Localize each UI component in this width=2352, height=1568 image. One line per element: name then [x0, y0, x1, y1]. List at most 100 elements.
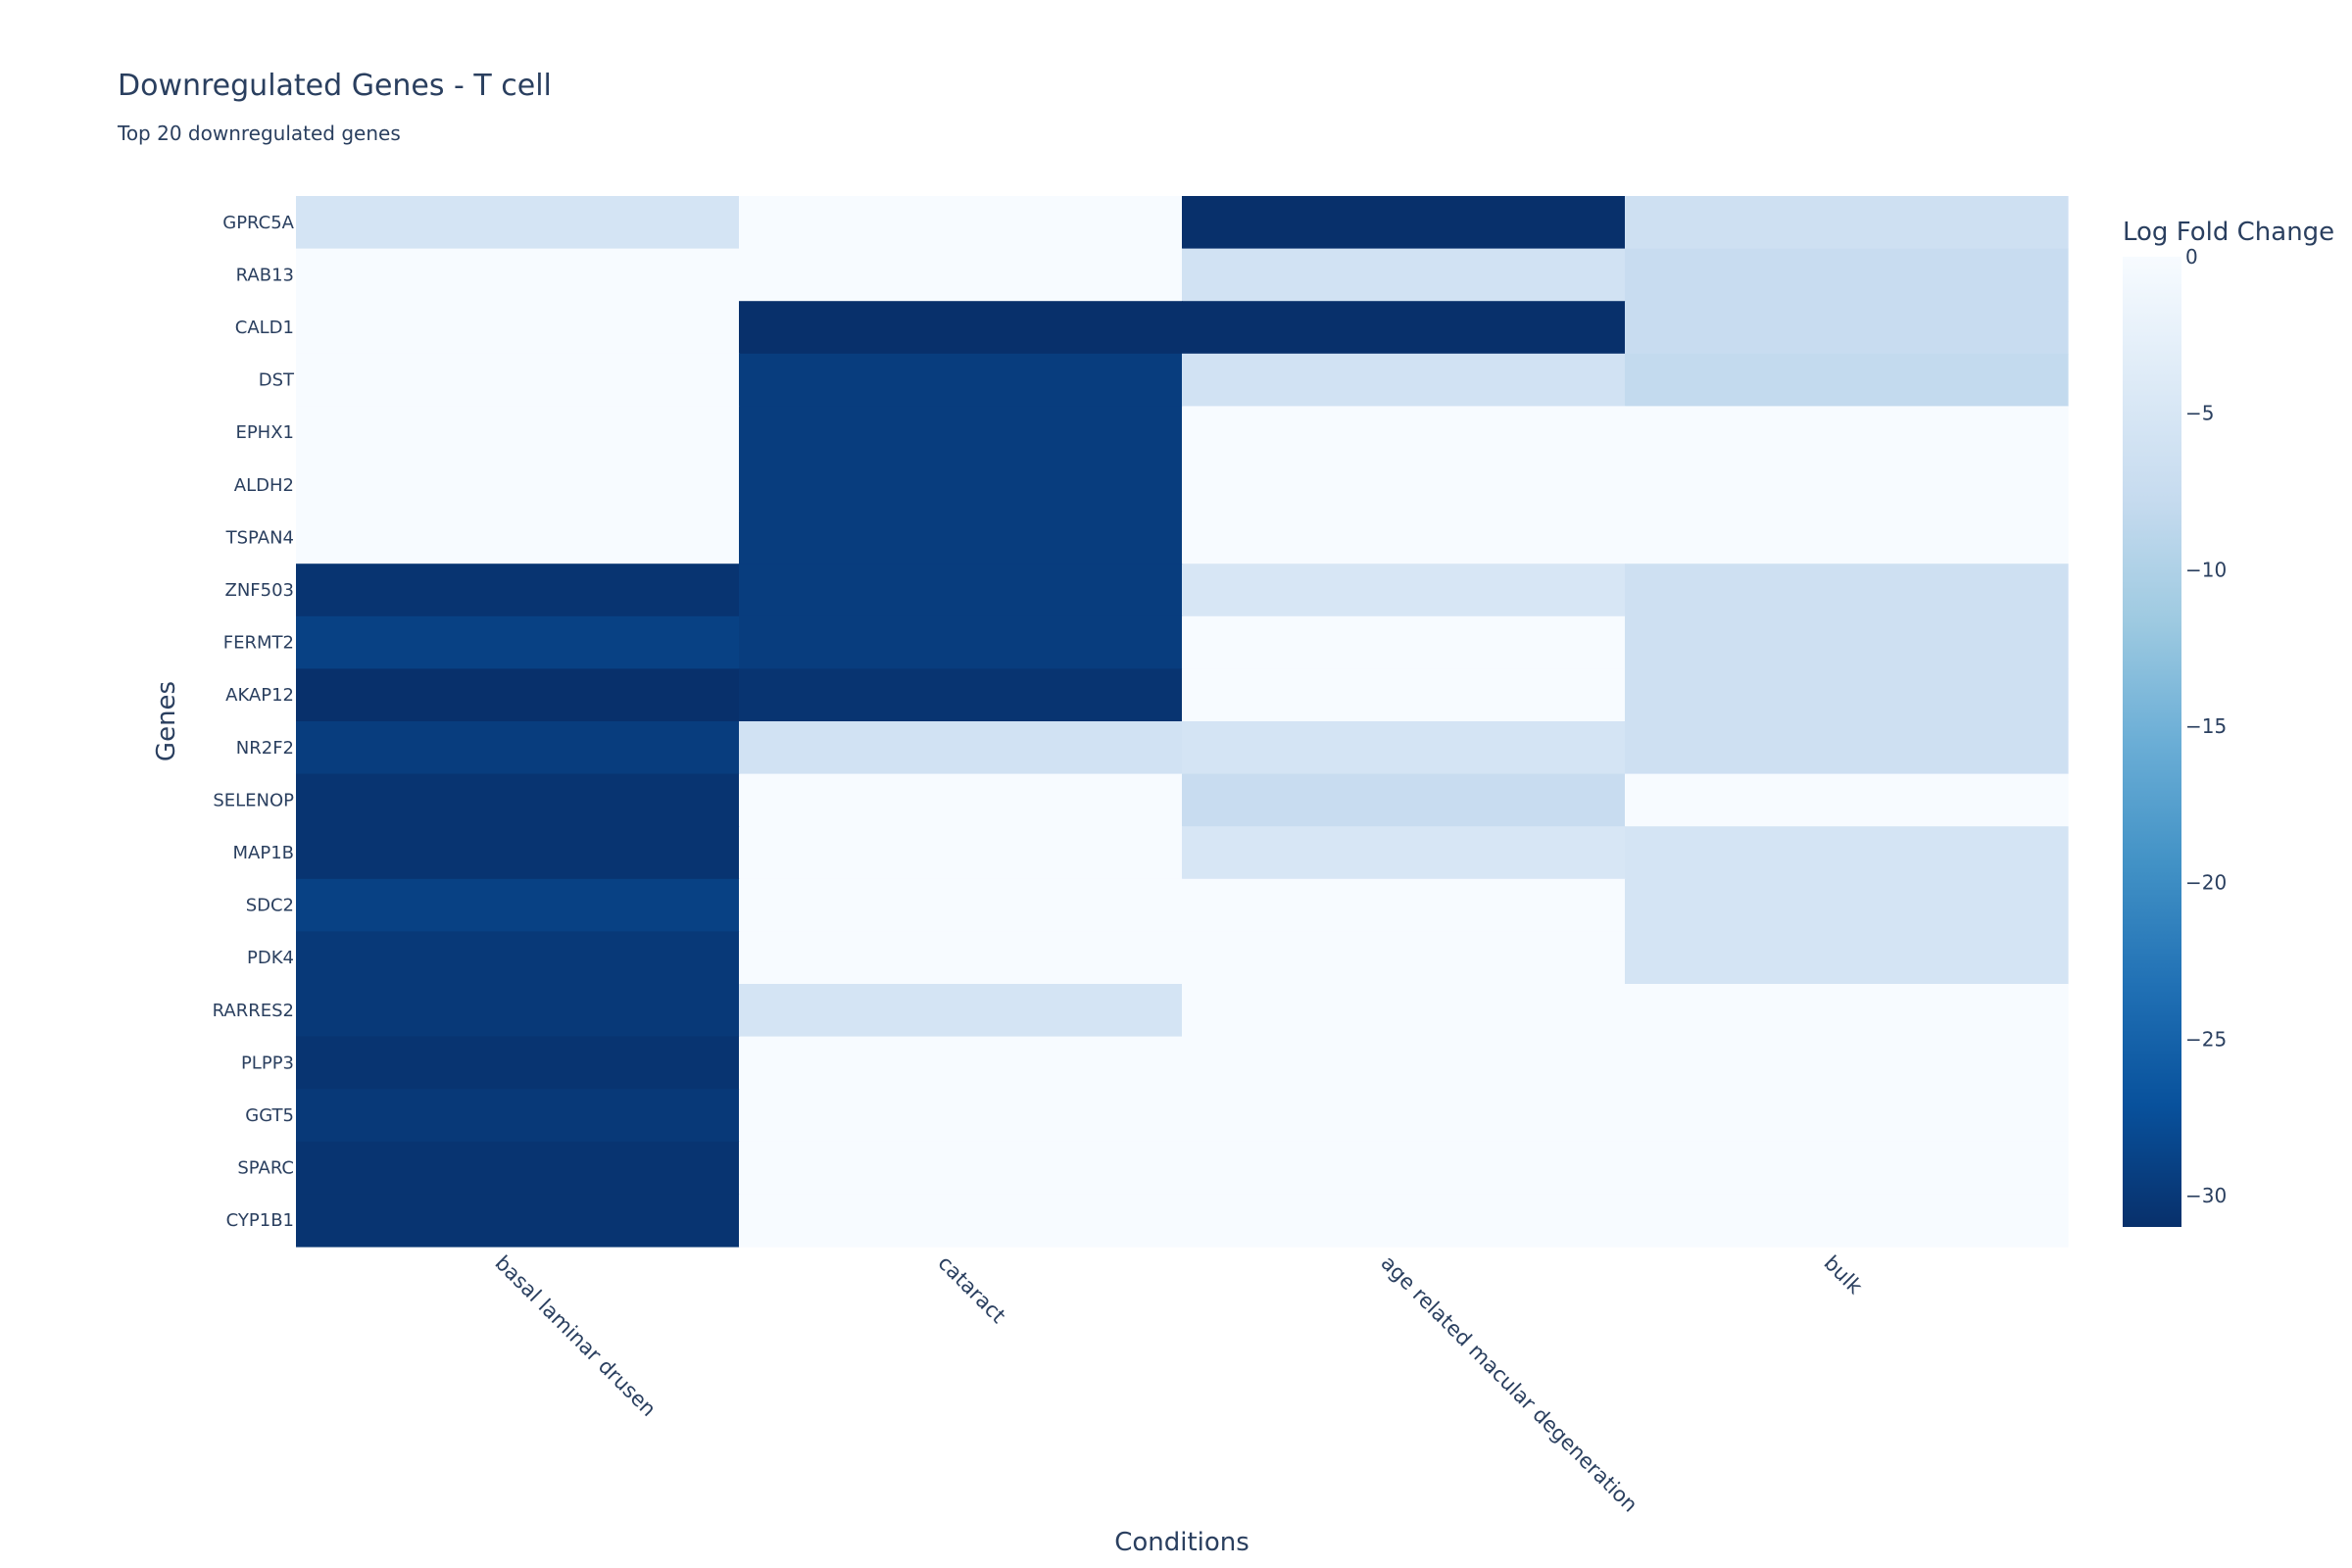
heatmap-cell [1182, 196, 1626, 250]
colorbar-tick-label: −25 [2185, 1027, 2227, 1051]
heatmap-cell [1182, 1141, 1626, 1195]
heatmap-cell [1182, 459, 1626, 513]
heatmap-cell [296, 878, 740, 932]
x-tick-label: bulk [1819, 1251, 1867, 1299]
heatmap-cell [296, 773, 740, 827]
y-tick-label: PDK4 [247, 948, 294, 968]
heatmap-cell [1182, 615, 1626, 669]
heatmap-cell [1182, 564, 1626, 617]
chart-title: Downregulated Genes - T cell [118, 69, 552, 103]
heatmap-cell [1182, 984, 1626, 1038]
heatmap-cell [1182, 1036, 1626, 1090]
heatmap-cell [1625, 301, 2069, 355]
x-tick-label: age related macular degeneration [1376, 1251, 1642, 1517]
heatmap-cell [1182, 1194, 1626, 1248]
heatmap-cell [1625, 668, 2069, 722]
heatmap-cell [739, 826, 1183, 880]
heatmap-cell [296, 668, 740, 722]
heatmap-cell [739, 248, 1183, 302]
heatmap-cell [296, 564, 740, 617]
heatmap-cell [1625, 878, 2069, 932]
y-tick-label: GPRC5A [222, 213, 294, 233]
colorbar-tick-label: −15 [2185, 714, 2227, 738]
x-tick-label: cataract [933, 1251, 1009, 1328]
heatmap-cell [739, 773, 1183, 827]
heatmap-cell [1625, 773, 2069, 827]
colorbar-tick-label: −10 [2185, 558, 2227, 581]
heatmap-cell [739, 1194, 1183, 1248]
y-tick-label: SDC2 [246, 896, 294, 916]
y-tick-label: RAB13 [236, 265, 294, 285]
heatmap-cell [1625, 196, 2069, 250]
heatmap-cell [739, 615, 1183, 669]
heatmap-cell [1182, 406, 1626, 460]
heatmap-cell [1625, 615, 2069, 669]
x-axis-ticks: basal laminar drusen cataract age related … [490, 1251, 1867, 1517]
heatmap-cell [1182, 878, 1626, 932]
heatmap-cell [1182, 248, 1626, 302]
heatmap-cell [739, 668, 1183, 722]
colorbar-gradient [2123, 257, 2181, 1227]
heatmap-cell [1625, 826, 2069, 880]
heatmap-cell [1625, 248, 2069, 302]
y-axis-ticks: GPRC5A RAB13 CALD1 DST EPHX1 ALDH2 TSPAN4 ZNF50… [213, 213, 295, 1231]
heatmap-cell [296, 459, 740, 513]
y-tick-label: ZNF503 [224, 580, 294, 601]
chart-subtitle: Top 20 downregulated genes [118, 122, 401, 145]
colorbar-ticks: 0 −5 −10 −15 −20 −25 −30 [2185, 245, 2227, 1207]
heatmap-cell [1625, 1141, 2069, 1195]
heatmap-cells [296, 196, 2069, 1248]
heatmap-cell [1182, 301, 1626, 355]
heatmap-cell [1625, 1089, 2069, 1143]
heatmap-cell [739, 564, 1183, 617]
heatmap-cell [1182, 826, 1626, 880]
heatmap-cell [296, 196, 740, 250]
heatmap-cell [1182, 1089, 1626, 1143]
heatmap-cell [296, 1089, 740, 1143]
heatmap-cell [296, 721, 740, 775]
heatmap-cell [296, 931, 740, 985]
y-tick-label: TSPAN4 [225, 527, 294, 548]
heatmap-cell [1182, 511, 1626, 564]
heatmap-cell [296, 353, 740, 407]
heatmap-cell [1625, 511, 2069, 564]
heatmap-cell [1182, 931, 1626, 985]
heatmap-cell [296, 248, 740, 302]
heatmap-cell [1625, 1036, 2069, 1090]
heatmap-cell [739, 511, 1183, 564]
colorbar-title: Log Fold Change [2123, 218, 2334, 247]
heatmap-cell [1625, 406, 2069, 460]
heatmap-cell [739, 878, 1183, 932]
y-tick-label: GGT5 [245, 1105, 294, 1126]
heatmap-cell [1625, 721, 2069, 775]
y-tick-label: CYP1B1 [226, 1210, 294, 1231]
y-tick-label: EPHX1 [235, 422, 294, 443]
colorbar-tick-label: 0 [2185, 245, 2198, 269]
colorbar: Log Fold Change 0 −5 −10 −15 −20 −25 −30 [2123, 218, 2334, 1227]
heatmap-cell [296, 1141, 740, 1195]
y-tick-label: RARRES2 [213, 1001, 294, 1021]
y-tick-label: PLPP3 [241, 1053, 294, 1073]
heatmap-cell [739, 196, 1183, 250]
heatmap-cell [739, 301, 1183, 355]
heatmap-cell [739, 1036, 1183, 1090]
x-tick-label: basal laminar drusen [490, 1251, 661, 1422]
heatmap-cell [1625, 984, 2069, 1038]
heatmap-cell [1182, 773, 1626, 827]
heatmap-cell [739, 353, 1183, 407]
heatmap-cell [739, 459, 1183, 513]
y-tick-label: FERMT2 [223, 633, 294, 654]
colorbar-tick-label: −30 [2185, 1184, 2227, 1207]
heatmap-cell [296, 301, 740, 355]
heatmap-cell [739, 1141, 1183, 1195]
heatmap-cell [296, 615, 740, 669]
x-axis-title: Conditions [1114, 1528, 1250, 1557]
y-tick-label: SELENOP [213, 790, 294, 810]
y-tick-label: NR2F2 [236, 738, 294, 759]
heatmap-cell [1182, 668, 1626, 722]
heatmap-cell [1625, 353, 2069, 407]
y-tick-label: MAP1B [233, 843, 295, 863]
heatmap-cell [1625, 931, 2069, 985]
heatmap-cell [739, 721, 1183, 775]
